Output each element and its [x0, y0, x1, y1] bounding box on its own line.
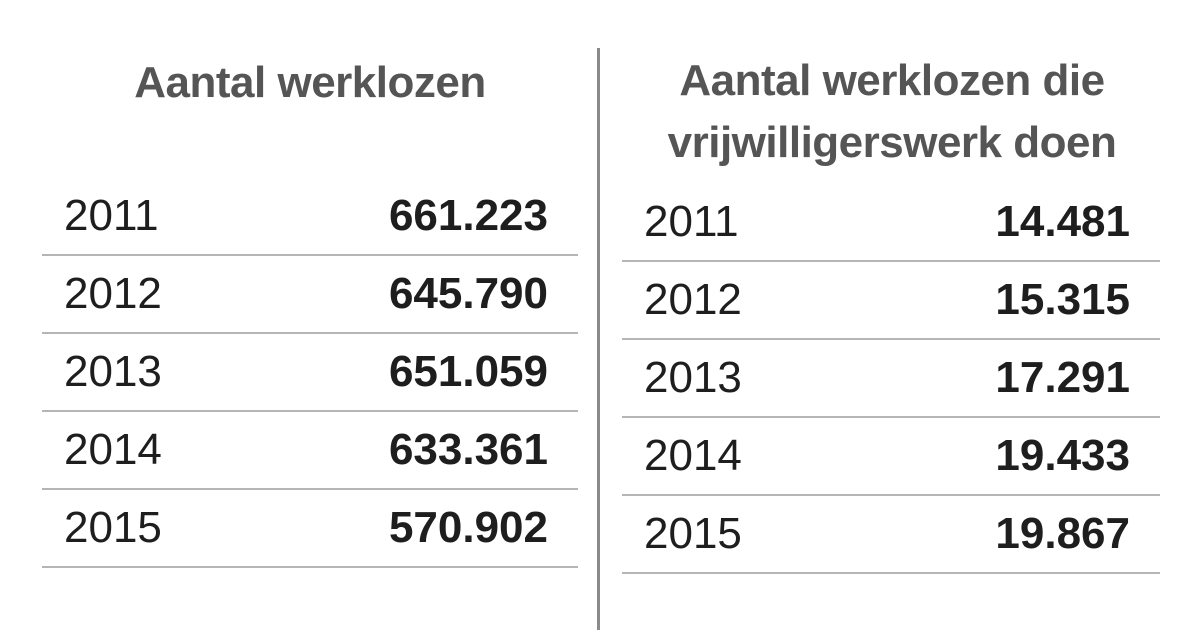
table-row: 2014 633.361	[42, 412, 578, 490]
table-row: 2013 651.059	[42, 334, 578, 412]
value-cell: 645.790	[388, 269, 548, 318]
value-cell: 19.867	[995, 509, 1130, 558]
table-row: 2014 19.433	[622, 418, 1160, 496]
year-cell: 2015	[64, 503, 162, 552]
year-cell: 2014	[64, 425, 162, 474]
value-cell: 633.361	[388, 425, 548, 474]
value-cell: 19.433	[995, 431, 1130, 480]
table-title: Aantal werklozen die vrijwilligerswerk d…	[667, 56, 1117, 167]
table-row: 2012 15.315	[622, 262, 1160, 340]
value-cell: 570.902	[388, 503, 548, 552]
value-cell: 17.291	[995, 353, 1130, 402]
year-cell: 2011	[644, 197, 739, 246]
table-body: 2011 661.223 2012 645.790 2013 651.059 2014 633…	[42, 178, 578, 568]
year-cell: 2014	[644, 431, 742, 480]
table-title: Aantal werklozen	[134, 58, 486, 107]
table-row: 2011 14.481	[622, 184, 1160, 262]
table-row: 2015 570.902	[42, 490, 578, 568]
year-cell: 2011	[64, 191, 159, 240]
value-cell: 15.315	[995, 275, 1130, 324]
table-row: 2011 661.223	[42, 178, 578, 256]
year-cell: 2013	[644, 353, 742, 402]
value-cell: 651.059	[388, 347, 548, 396]
value-cell: 661.223	[388, 191, 548, 240]
table-row: 2013 17.291	[622, 340, 1160, 418]
divider	[597, 48, 600, 630]
table-body: 2011 14.481 2012 15.315 2013 17.291 2014 19.433…	[622, 184, 1160, 574]
year-cell: 2015	[644, 509, 742, 558]
year-cell: 2012	[644, 275, 742, 324]
table-row: 2012 645.790	[42, 256, 578, 334]
year-cell: 2013	[64, 347, 162, 396]
value-cell: 14.481	[995, 197, 1130, 246]
table-row: 2015 19.867	[622, 496, 1160, 574]
year-cell: 2012	[64, 269, 162, 318]
